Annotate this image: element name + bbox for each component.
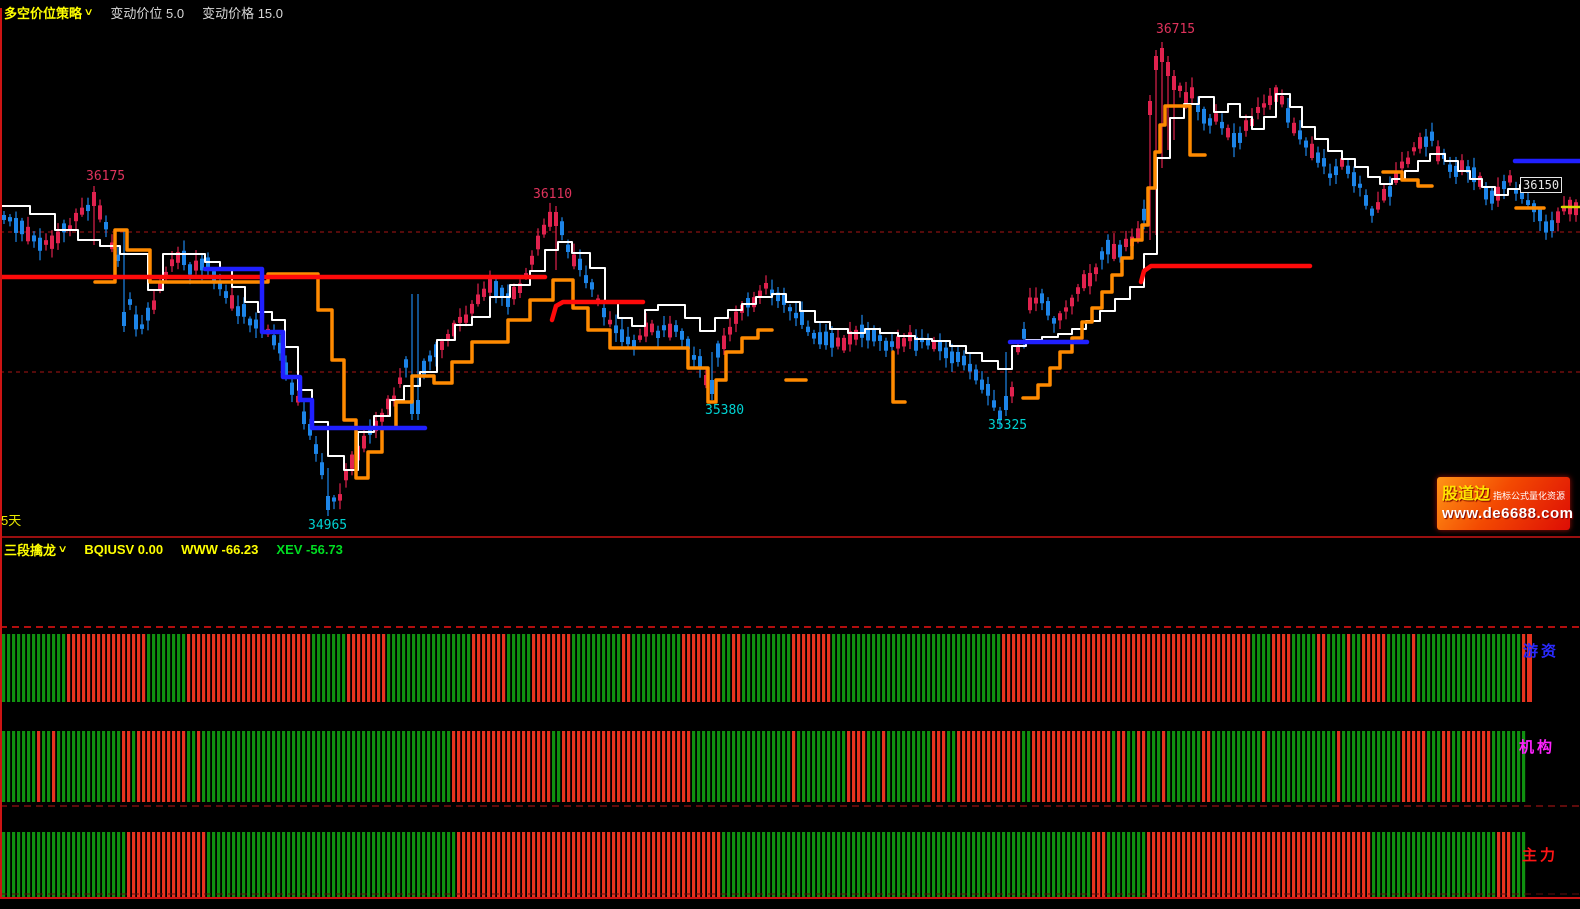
price-swing-label: 35325 xyxy=(988,418,1028,433)
param-price-change: 变动价格 15.0 xyxy=(202,6,284,21)
indicator-value-bqiusv: BQIUSV 0.00 xyxy=(84,542,164,557)
indicator-value-www: WWW -66.23 xyxy=(181,542,259,557)
chevron-down-icon: ∨ xyxy=(57,544,68,555)
price-swing-label: 35380 xyxy=(705,403,745,418)
sub-indicator-selector[interactable]: 三段擒龙 ∨ xyxy=(4,540,68,559)
logo-tagline: 指标公式量化资源 xyxy=(1493,491,1566,501)
price-swing-label: 36175 xyxy=(86,169,126,184)
main-indicator-selector[interactable]: 多空价位策略 ∨ xyxy=(4,3,94,22)
chevron-down-icon: ∨ xyxy=(83,7,94,18)
price-swing-label: 36715 xyxy=(1156,22,1196,37)
sub-indicator-title: 三段擒龙 xyxy=(4,543,57,558)
logo-brand: 股道边 xyxy=(1442,486,1491,503)
period-label: 5天 xyxy=(1,513,22,528)
logo-url: www.de6688.com xyxy=(1442,505,1574,522)
price-axis-marker: 36150 xyxy=(1520,177,1563,193)
indicator-value-xev: XEV -56.73 xyxy=(276,542,343,557)
price-swing-label: 36110 xyxy=(533,187,573,202)
main-indicator-title: 多空价位策略 xyxy=(4,6,83,21)
strip-label: 机构 xyxy=(1519,739,1556,756)
param-price-step: 变动价位 5.0 xyxy=(110,6,185,21)
price-swing-label: 34965 xyxy=(308,518,348,533)
strip-label: 主力 xyxy=(1522,847,1559,864)
watermark-logo: 股道边 指标公式量化资源 www.de6688.com xyxy=(1437,477,1574,530)
main-panel-header: 多空价位策略 ∨ 变动价位 5.0 变动价格 15.0 xyxy=(4,3,283,22)
strip-label: 游资 xyxy=(1523,643,1560,660)
sub-panel-header: 三段擒龙 ∨ BQIUSV 0.00 WWW -66.23 XEV -56.73 xyxy=(4,540,343,559)
